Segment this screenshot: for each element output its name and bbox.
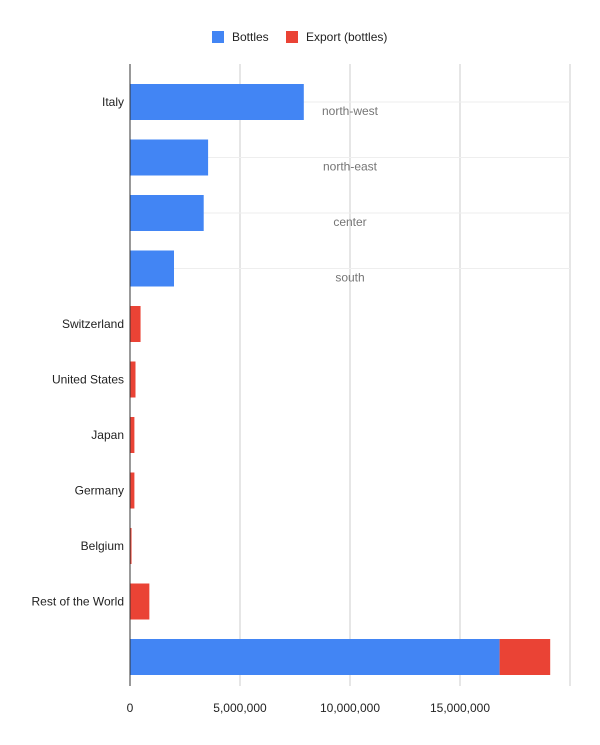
x-tick-label: 15,000,000 (430, 701, 490, 715)
gridlines (239, 64, 571, 686)
bar-bottles (130, 84, 304, 120)
legend-label-bottles: Bottles (232, 30, 269, 44)
x-tick-label: 5,000,000 (213, 701, 267, 715)
sub-label: north-west (322, 104, 379, 118)
sub-label: south (335, 271, 364, 285)
category-label: Rest of the World (32, 595, 124, 609)
x-axis-ticks: 0 5,000,000 10,000,000 15,000,000 (127, 701, 491, 715)
category-label: Germany (75, 484, 124, 498)
sub-labels: north-west north-east center south (322, 104, 379, 285)
bar-export (130, 361, 136, 398)
bar-bottles (130, 139, 209, 176)
category-label: Italy (102, 95, 124, 109)
category-labels: Italy Switzerland United States Japan German… (32, 95, 124, 609)
sub-label: center (333, 215, 366, 229)
bar-export (130, 306, 141, 342)
category-label: Japan (91, 428, 124, 442)
bar-export (499, 639, 551, 675)
category-label: United States (52, 373, 124, 387)
legend-swatch-export (286, 31, 298, 43)
x-tick-label: 10,000,000 (320, 701, 380, 715)
bar-export (130, 528, 132, 564)
category-label: Switzerland (62, 317, 124, 331)
chart-legend: Bottles Export (bottles) (212, 30, 387, 44)
legend-swatch-bottles (212, 31, 224, 43)
x-tick-label: 0 (127, 701, 134, 715)
bar-export (130, 417, 135, 453)
bar-export (130, 583, 150, 620)
bar-bottles (130, 250, 174, 287)
bar-export (130, 472, 135, 509)
category-label: Belgium (81, 539, 124, 553)
sub-label: north-east (323, 160, 378, 174)
legend-label-export: Export (bottles) (306, 30, 387, 44)
bars (130, 84, 551, 675)
bar-bottles (130, 639, 500, 675)
bar-bottles (130, 195, 204, 231)
